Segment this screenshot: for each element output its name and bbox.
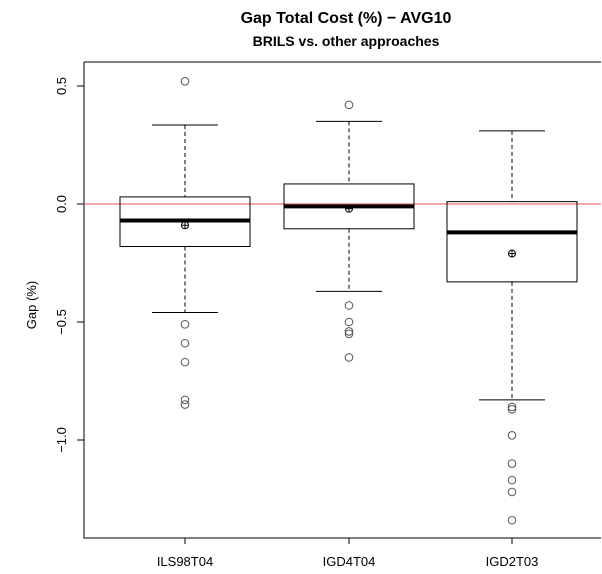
x-tick-label: ILS98T04: [157, 554, 213, 569]
y-tick-label: 0.5: [54, 77, 69, 95]
plot-frame: [83, 61, 601, 539]
outlier-point: [180, 395, 190, 405]
outlier-point: [180, 76, 190, 86]
outlier-point: [180, 338, 190, 348]
chart-subtitle: BRILS vs. other approaches: [253, 33, 440, 49]
y-tick-label: −1.0: [54, 427, 69, 453]
x-tick-label: IGD2T03: [486, 554, 539, 569]
plot-area: 0.5 0.0 −0.5 −1.0 ILS98T04 IGD4T04 IGD2T03: [54, 61, 601, 569]
x-tick-label: IGD4T04: [323, 554, 376, 569]
outlier-point: [507, 475, 517, 485]
outlier-point: [344, 329, 354, 339]
y-tick-label: 0.0: [54, 195, 69, 213]
chart-title: Gap Total Cost (%) − AVG10: [241, 10, 452, 27]
outlier-point: [344, 301, 354, 310]
outlier-point: [507, 402, 517, 412]
outlier-point: [344, 327, 354, 336]
outlier-point: [507, 487, 517, 497]
outlier-point: [180, 357, 190, 367]
outlier-point: [344, 353, 354, 362]
box: [446, 201, 578, 283]
outlier-point: [344, 100, 354, 110]
mean-marker-cross: [345, 205, 353, 213]
mean-marker-cross: [181, 221, 189, 229]
outlier-point: [507, 459, 517, 468]
outlier-point: [507, 430, 517, 440]
outlier-point: [507, 405, 517, 414]
outlier-point: [180, 320, 190, 329]
outlier-point: [344, 317, 354, 327]
outlier-point: [180, 400, 190, 409]
y-axis-label: Gap (%): [24, 281, 39, 329]
mean-marker-cross: [508, 250, 516, 258]
outlier-point: [507, 515, 517, 525]
y-tick-label: −0.5: [54, 309, 69, 335]
